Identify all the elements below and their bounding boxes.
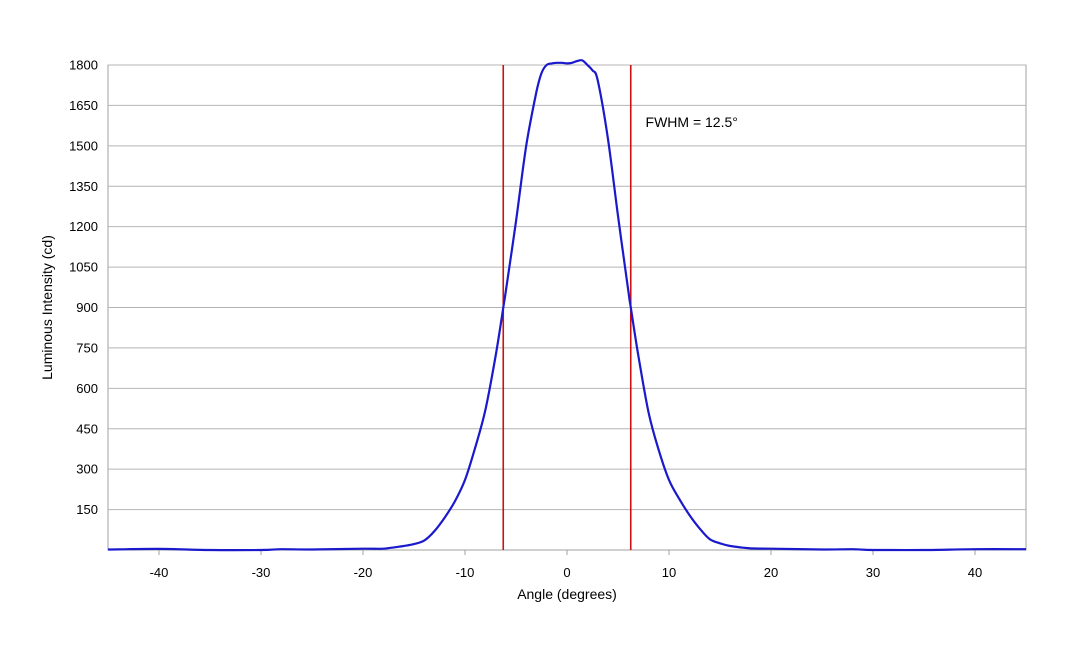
y-tick-label: 600 xyxy=(76,381,98,396)
x-tick-label: -10 xyxy=(456,565,475,580)
y-tick-label: 1200 xyxy=(69,219,98,234)
series-line xyxy=(107,59,1027,552)
y-tick-label: 1500 xyxy=(69,138,98,153)
x-tick-label: -20 xyxy=(354,565,373,580)
x-axis-title: Angle (degrees) xyxy=(517,586,617,602)
y-tick-label: 150 xyxy=(76,502,98,517)
y-tick-label: 450 xyxy=(76,421,98,436)
y-tick-label: 300 xyxy=(76,462,98,477)
x-tick-label: 20 xyxy=(764,565,778,580)
y-tick-label: 1800 xyxy=(69,58,98,73)
x-tick-label: 10 xyxy=(662,565,676,580)
y-tick-label: 1350 xyxy=(69,179,98,194)
x-tick-labels: -40 -30 -20 -10 0 10 20 30 40 xyxy=(150,550,982,580)
y-tick-label: 1050 xyxy=(69,260,98,275)
y-tick-label: 750 xyxy=(76,340,98,355)
fwhm-annotation: FWHM = 12.5° xyxy=(646,114,738,130)
x-tick-label: -30 xyxy=(252,565,271,580)
x-tick-label: -40 xyxy=(150,565,169,580)
x-tick-label: 0 xyxy=(563,565,570,580)
y-gridlines xyxy=(108,64,1026,511)
x-tick-label: 40 xyxy=(968,565,982,580)
y-tick-labels: 150 300 450 600 750 900 1050 1200 1350 1500 1650 18… xyxy=(69,58,98,518)
y-axis-title: Luminous Intensity (cd) xyxy=(39,235,55,380)
x-tick-label: 30 xyxy=(866,565,880,580)
y-tick-label: 900 xyxy=(76,300,98,315)
y-tick-label: 1650 xyxy=(69,98,98,113)
